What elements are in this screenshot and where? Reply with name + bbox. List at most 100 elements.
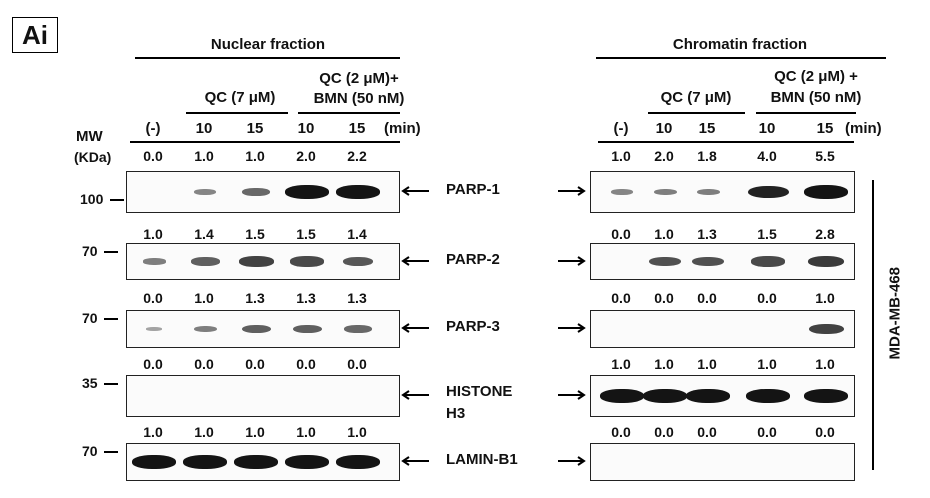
chromatin-band	[807, 255, 845, 268]
left-arrow-icon	[401, 255, 429, 266]
right-arrow-icon	[558, 390, 586, 400]
nuclear-quant-value: 1.0	[143, 424, 163, 440]
mw-marker-label: 70	[82, 310, 98, 326]
chromatin-quant-value: 0.0	[757, 290, 777, 306]
nuclear-fraction-title: Nuclear fraction	[210, 36, 326, 53]
cell-line-label: MDA-MB-468	[886, 266, 904, 360]
nuclear-quant-value: 2.0	[296, 148, 316, 164]
nuclear-lane-line	[130, 141, 400, 143]
nuclear-band	[336, 185, 380, 199]
nuclear-band	[132, 455, 176, 469]
right-arrow-icon	[558, 456, 586, 466]
mw-marker-label: 35	[82, 375, 98, 391]
nuclear-quant-value: 1.4	[194, 226, 214, 242]
chromatin-band	[600, 389, 644, 403]
chromatin-quant-value: 1.5	[757, 226, 777, 242]
protein-label-line2: H3	[446, 405, 466, 422]
nuclear-quant-value: 1.5	[296, 226, 316, 242]
nuclear-lane-label: 15	[246, 120, 264, 137]
chromatin-combo-line	[756, 112, 856, 114]
nuclear-band	[238, 256, 274, 267]
chromatin-quant-value: 1.0	[611, 148, 631, 164]
chromatin-title-line	[596, 57, 886, 59]
nuclear-blot	[126, 243, 400, 280]
chromatin-quant-value: 1.3	[697, 226, 717, 242]
nuclear-band	[241, 324, 271, 334]
chromatin-time-unit: (min)	[845, 120, 882, 137]
nuclear-quant-value: 1.0	[245, 424, 265, 440]
chromatin-quant-value: 1.8	[697, 148, 717, 164]
mw-marker-label: 70	[82, 443, 98, 459]
nuclear-quant-value: 1.0	[194, 148, 214, 164]
nuclear-blot	[126, 171, 400, 213]
chromatin-band	[804, 185, 848, 199]
mw-title-line1: MW	[76, 128, 103, 145]
chromatin-qc7-line	[648, 112, 745, 114]
nuclear-band	[342, 256, 374, 267]
nuclear-band	[285, 185, 329, 199]
chromatin-lane-label: 15	[698, 120, 716, 137]
right-arrow-icon	[558, 323, 586, 333]
nuclear-quant-value: 0.0	[143, 148, 163, 164]
protein-label: PARP-3	[446, 318, 500, 335]
left-arrow-icon	[401, 390, 429, 400]
chromatin-quant-value: 1.0	[815, 290, 835, 306]
chromatin-quant-value: 5.5	[815, 148, 835, 164]
chromatin-combo-label-1: QC (2 μM) +	[774, 68, 858, 85]
chromatin-blot	[590, 171, 855, 213]
chromatin-lane-line	[598, 141, 854, 143]
nuclear-time-unit: (min)	[384, 120, 421, 137]
chromatin-blot	[590, 375, 855, 417]
chromatin-fraction-title: Chromatin fraction	[672, 36, 808, 53]
chromatin-blot	[590, 310, 855, 348]
mw-marker-tick	[104, 383, 118, 385]
nuclear-quant-value: 1.3	[296, 290, 316, 306]
nuclear-band	[234, 455, 278, 469]
chromatin-band	[653, 188, 677, 196]
nuclear-quant-value: 1.0	[143, 226, 163, 242]
nuclear-band	[194, 189, 216, 195]
nuclear-band	[290, 256, 324, 267]
nuclear-lane-label: 15	[348, 120, 366, 137]
nuclear-combo-line	[298, 112, 400, 114]
nuclear-title-line	[135, 57, 400, 59]
chromatin-qc7-label: QC (7 μM)	[660, 89, 732, 106]
chromatin-band	[611, 189, 633, 195]
chromatin-quant-value: 0.0	[611, 226, 631, 242]
nuclear-combo-label-1: QC (2 μM)+	[319, 70, 399, 87]
chromatin-band	[686, 389, 730, 403]
nuclear-band	[344, 325, 372, 333]
chromatin-quant-value: 0.0	[815, 424, 835, 440]
nuclear-quant-value: 0.0	[296, 356, 316, 372]
chromatin-band	[751, 256, 785, 267]
nuclear-band	[292, 324, 322, 334]
nuclear-lane-label: 10	[195, 120, 213, 137]
protein-label: PARP-2	[446, 250, 500, 268]
nuclear-quant-value: 0.0	[347, 356, 367, 372]
nuclear-combo-label-2: BMN (50 nM)	[313, 90, 405, 107]
nuclear-band	[285, 455, 329, 469]
left-arrow-icon	[401, 323, 429, 333]
chromatin-lane-label: 10	[655, 120, 673, 137]
mw-marker-label: 100	[80, 191, 104, 207]
chromatin-band	[808, 323, 844, 335]
nuclear-quant-value: 1.0	[194, 424, 214, 440]
chromatin-combo-label-2: BMN (50 nM)	[770, 89, 862, 106]
chromatin-quant-value: 0.0	[654, 424, 674, 440]
mw-marker-label: 70	[82, 243, 98, 259]
chromatin-quant-value: 0.0	[611, 424, 631, 440]
chromatin-blot	[590, 243, 855, 280]
nuclear-blot	[126, 443, 400, 481]
chromatin-quant-value: 0.0	[697, 424, 717, 440]
chromatin-quant-value: 1.0	[757, 356, 777, 372]
nuclear-qc7-label: QC (7 μM)	[204, 89, 276, 106]
mw-marker-tick	[104, 451, 118, 453]
chromatin-quant-value: 0.0	[697, 290, 717, 306]
left-arrow-icon	[401, 186, 429, 196]
left-arrow-icon	[401, 456, 429, 466]
chromatin-quant-value: 0.0	[654, 290, 674, 306]
nuclear-qc7-line	[186, 112, 288, 114]
panel-label: Ai	[12, 17, 58, 53]
nuclear-band	[242, 188, 270, 196]
